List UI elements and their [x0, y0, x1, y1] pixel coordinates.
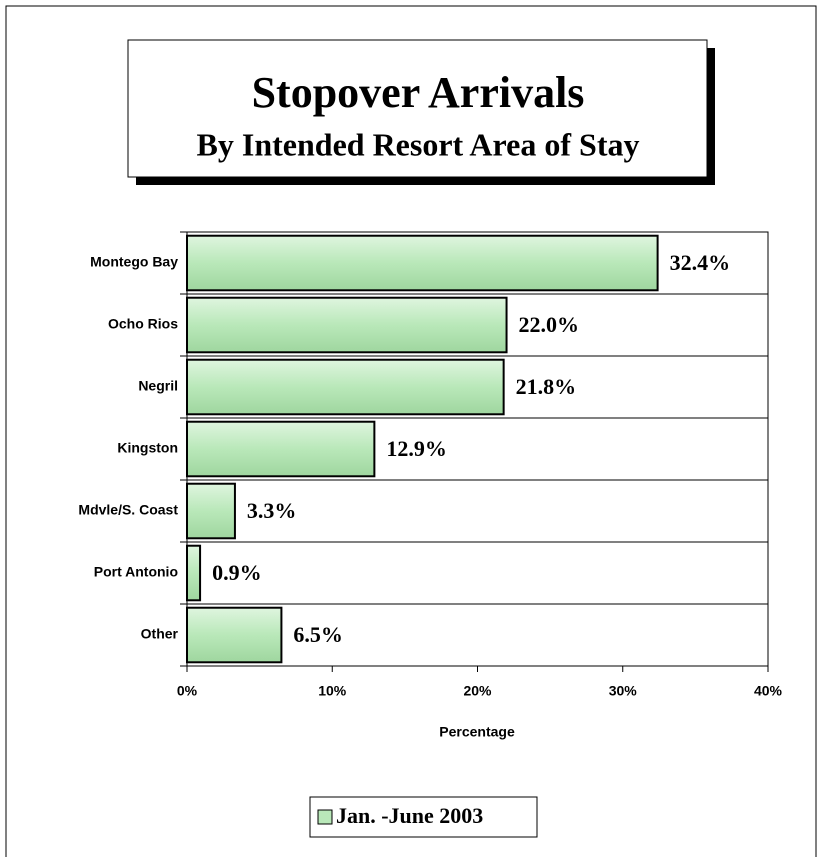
y-tick-label: Other — [141, 626, 179, 642]
data-label: 3.3% — [247, 498, 297, 523]
y-tick-label: Negril — [138, 378, 178, 394]
data-label: 21.8% — [516, 374, 577, 399]
bar — [186, 358, 505, 416]
x-tick-label: 40% — [754, 683, 783, 699]
data-label: 0.9% — [212, 560, 262, 585]
data-label: 22.0% — [519, 312, 580, 337]
data-label: 6.5% — [293, 622, 343, 647]
y-tick-label: Mdvle/S. Coast — [78, 502, 178, 518]
bar — [186, 420, 376, 478]
legend-swatch — [317, 809, 333, 825]
bar — [186, 606, 283, 664]
bar — [186, 296, 508, 354]
y-tick-label: Montego Bay — [90, 254, 178, 270]
data-label: 12.9% — [386, 436, 447, 461]
bar — [186, 482, 236, 540]
data-label: 32.4% — [670, 250, 731, 275]
y-tick-label: Kingston — [117, 440, 178, 456]
x-tick-label: 10% — [318, 683, 347, 699]
x-tick-label: 30% — [609, 683, 638, 699]
x-tick-label: 0% — [177, 683, 198, 699]
chart-subtitle: By Intended Resort Area of Stay — [197, 126, 640, 162]
title-box — [127, 39, 708, 178]
x-axis-label: Percentage — [439, 724, 515, 740]
bar — [186, 234, 659, 292]
chart-title: Stopover Arrivals — [252, 68, 585, 117]
legend-box — [309, 796, 538, 838]
bar — [186, 544, 202, 602]
y-tick-label: Port Antonio — [94, 564, 178, 580]
legend-label: Jan. -June 2003 — [336, 803, 483, 828]
y-tick-label: Ocho Rios — [108, 316, 178, 332]
x-tick-label: 20% — [463, 683, 492, 699]
